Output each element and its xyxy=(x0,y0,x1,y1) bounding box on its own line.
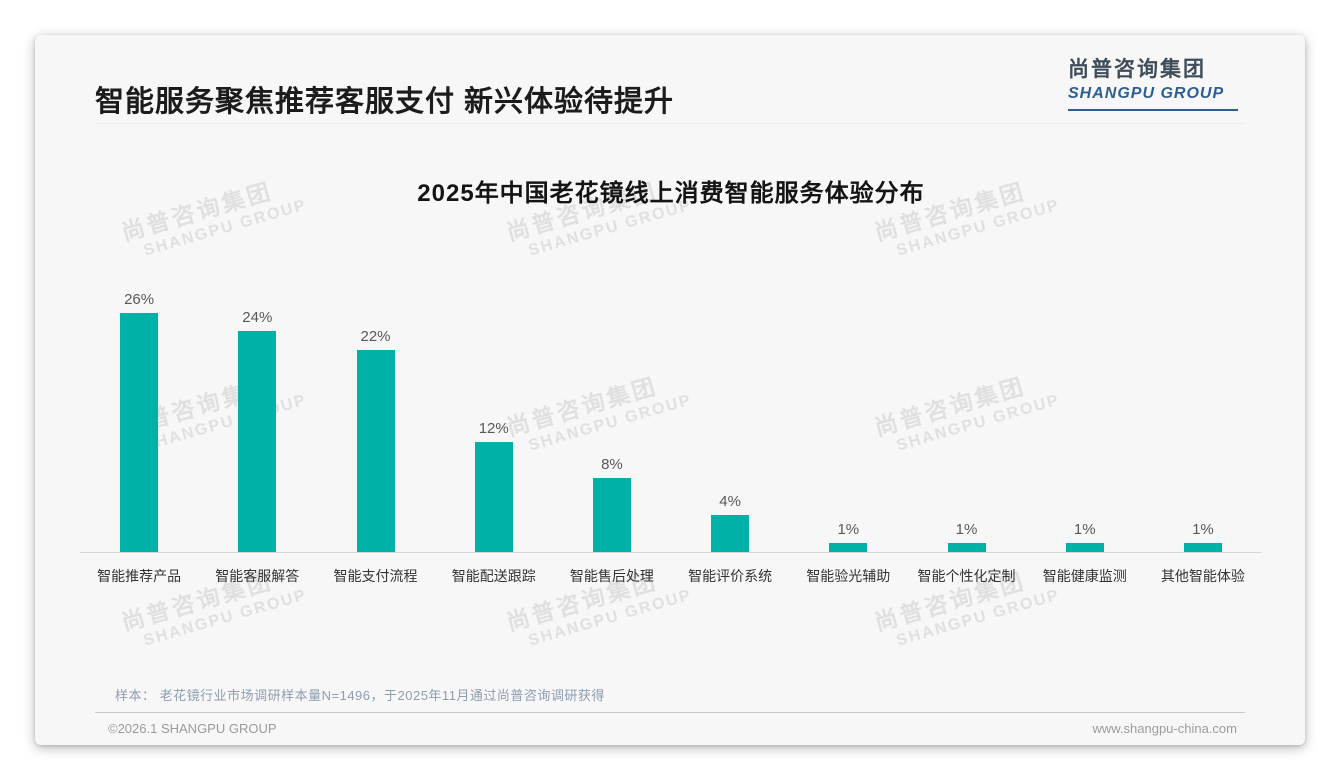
bar-column: 22% xyxy=(316,273,434,552)
category-label: 其他智能体验 xyxy=(1160,568,1245,584)
bar xyxy=(1065,542,1104,552)
category-label: 智能售后处理 xyxy=(569,568,654,584)
copyright-text: ©2026.1 SHANGPU GROUP xyxy=(108,721,277,736)
bar xyxy=(592,478,631,552)
footer-divider xyxy=(95,712,1245,713)
bar-column: 26% xyxy=(80,273,198,552)
bar xyxy=(829,542,868,552)
bar xyxy=(1183,542,1222,552)
bar xyxy=(474,441,513,552)
sample-footnote: 样本： 老花镜行业市场调研样本量N=1496，于2025年11月通过尚普咨询调研… xyxy=(115,688,605,703)
bar-value-label: 1% xyxy=(1073,520,1096,538)
website-url: www.shangpu-china.com xyxy=(1092,721,1237,736)
bar-column: 8% xyxy=(553,273,671,552)
logo-chinese-text: 尚普咨询集团 xyxy=(1068,58,1206,81)
category-label: 智能评价系统 xyxy=(688,568,773,584)
bar-value-label: 26% xyxy=(124,290,155,308)
bar-value-label: 1% xyxy=(1192,520,1214,538)
logo-english-text: SHANGPU GROUP xyxy=(1068,85,1225,102)
bar-value-label: 1% xyxy=(837,520,860,538)
bar-column: 24% xyxy=(198,273,316,552)
category-label: 智能推荐产品 xyxy=(97,568,182,584)
slide-title: 智能服务聚焦推荐客服支付 新兴体验待提升 xyxy=(95,86,675,118)
category-label: 智能健康监测 xyxy=(1042,568,1127,584)
bar-column: 4% xyxy=(671,273,789,552)
bar-value-label: 22% xyxy=(360,327,391,345)
bar-value-label: 1% xyxy=(955,520,978,538)
bar-column: 1% xyxy=(789,273,907,552)
bar-column: 1% xyxy=(1144,273,1262,552)
category-label: 智能验光辅助 xyxy=(806,568,891,584)
bar xyxy=(238,331,277,552)
bar xyxy=(120,312,159,552)
category-label: 智能支付流程 xyxy=(333,568,418,584)
category-labels-row: 智能推荐产品 智能客服解答 智能支付流程 智能配送跟踪 智能售后处理 智能评价系统 智能验光… xyxy=(80,566,1262,586)
chart-title: 2025年中国老花镜线上消费智能服务体验分布 xyxy=(417,180,925,207)
bar-column: 1% xyxy=(907,273,1025,552)
company-logo: 尚普咨询集团 SHANGPU GROUP xyxy=(1068,53,1238,111)
bar-value-label: 4% xyxy=(719,493,741,511)
bar xyxy=(947,542,986,552)
bar-chart-plot: 26% 24% 22% 12% 8% 4% 1% 1% 1% 1% xyxy=(80,273,1262,553)
bar-column: 12% xyxy=(435,273,553,552)
category-label: 智能配送跟踪 xyxy=(451,568,536,584)
bar-column: 1% xyxy=(1026,273,1144,552)
bars-row: 26% 24% 22% 12% 8% 4% 1% 1% 1% 1% xyxy=(80,273,1262,552)
bar xyxy=(356,349,395,552)
header-divider xyxy=(95,123,1245,124)
category-label: 智能客服解答 xyxy=(215,568,300,584)
logo-underline xyxy=(1068,109,1238,111)
category-label: 智能个性化定制 xyxy=(917,568,1016,584)
bar xyxy=(711,515,750,552)
bar-value-label: 12% xyxy=(478,419,509,437)
bar-value-label: 24% xyxy=(242,309,273,327)
slide-card: 尚普咨询集团 SHANGPU GROUP 尚普咨询集团 SHANGPU GROUP 尚普… xyxy=(35,35,1305,745)
bar-value-label: 8% xyxy=(601,456,623,474)
